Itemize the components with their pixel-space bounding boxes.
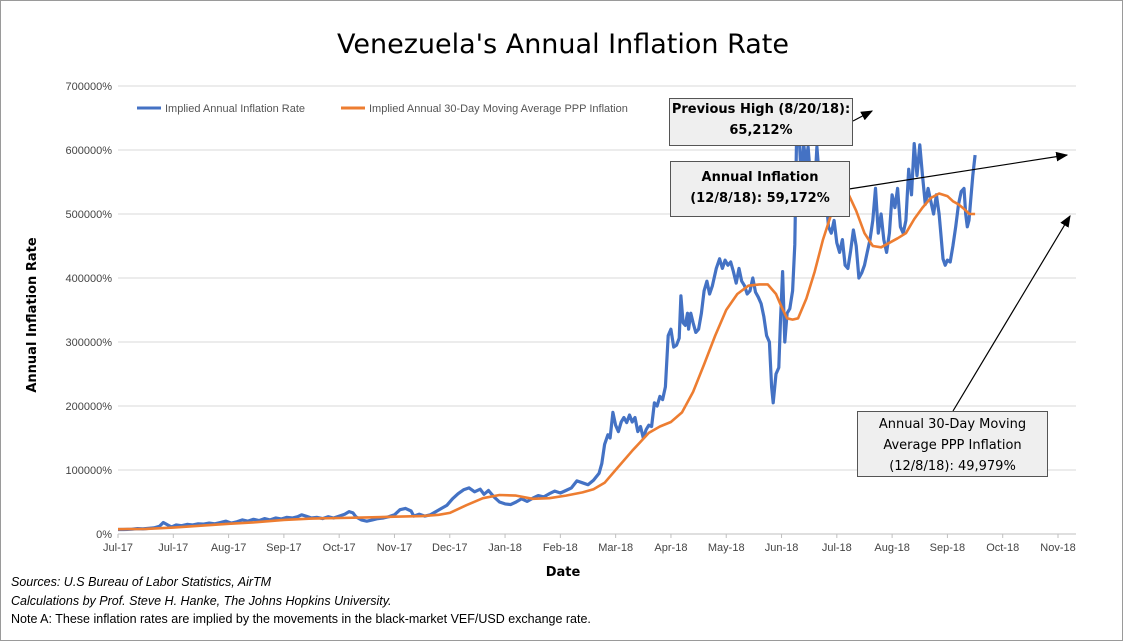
series-group: [117, 110, 977, 532]
chart-title: Venezuela's Annual Inflation Rate: [337, 29, 789, 60]
x-tick-label: Apr-18: [654, 542, 687, 554]
annotation-annual-inflation-line1: Annual Inflation: [701, 170, 819, 185]
x-tick-label: Feb-18: [543, 542, 578, 554]
x-axis-ticks: Jul-17 Jul-17 Aug-17 Sep-17 Oct-17 Nov-17 Dec-…: [103, 534, 1076, 554]
legend: Implied Annual Inflation Rate Implied An…: [137, 103, 628, 115]
annotation-previous-high: Previous High (8/20/18): 65,212%: [669, 98, 853, 146]
y-axis-label: Annual Inflation Rate: [25, 237, 40, 392]
annotation-moving-average-line2: Average PPP Inflation: [883, 438, 1022, 453]
x-tick-label: Oct-17: [323, 542, 356, 554]
annotation-arrows: [848, 110, 1071, 412]
x-tick-label: May-18: [708, 542, 745, 554]
legend-label-implied: Implied Annual Inflation Rate: [165, 103, 305, 115]
annotation-annual-inflation-line2: (12/8/18): 59,172%: [690, 191, 830, 206]
y-tick-label: 400000%: [66, 273, 113, 285]
x-tick-label: Nov-18: [1040, 542, 1075, 554]
annotation-moving-average: Annual 30-Day Moving Average PPP Inflati…: [857, 411, 1048, 477]
y-tick-label: 600000%: [66, 145, 113, 157]
footer-note: Note A: These inflation rates are implie…: [11, 612, 591, 626]
x-tick-label: Aug-18: [874, 542, 909, 554]
annotation-moving-average-line3: (12/8/18): 49,979%: [889, 459, 1016, 474]
footer-calculations: Calculations by Prof. Steve H. Hanke, Th…: [11, 594, 392, 608]
y-axis-ticks: 0% 100000% 200000% 300000% 400000% 500000% 600…: [66, 81, 113, 541]
x-tick-label: Nov-17: [377, 542, 412, 554]
x-tick-label: Sep-17: [266, 542, 301, 554]
series-line-moving-average: [117, 191, 976, 531]
legend-label-moving-average: Implied Annual 30-Day Moving Average PPP…: [369, 103, 628, 115]
annotation-previous-high-line2: 65,212%: [729, 123, 793, 138]
x-tick-label: Oct-18: [986, 542, 1019, 554]
series-line-implied: [118, 110, 977, 532]
y-tick-label: 700000%: [66, 81, 113, 93]
annotation-previous-high-line1: Previous High (8/20/18):: [671, 102, 851, 117]
x-tick-label: Jan-18: [488, 542, 522, 554]
y-tick-label: 300000%: [66, 337, 113, 349]
x-tick-label: Dec-17: [432, 542, 467, 554]
x-tick-label: Jun-18: [765, 542, 799, 554]
y-tick-label: 0%: [96, 529, 112, 541]
y-tick-label: 100000%: [66, 465, 113, 477]
grid-lines: [118, 85, 1076, 471]
x-tick-label: Mar-18: [598, 542, 633, 554]
annotation-moving-average-line1: Annual 30-Day Moving: [878, 417, 1027, 432]
arrow-moving-average: [952, 214, 1071, 412]
x-tick-label: Jul-17: [158, 542, 188, 554]
y-tick-label: 200000%: [66, 401, 113, 413]
y-tick-label: 500000%: [66, 209, 113, 221]
x-tick-label: Sep-18: [930, 542, 965, 554]
annotation-annual-inflation: Annual Inflation (12/8/18): 59,172%: [670, 161, 850, 217]
x-tick-label: Jul-17: [103, 542, 133, 554]
x-tick-label: Aug-17: [211, 542, 246, 554]
footer-sources: Sources: U.S Bureau of Labor Statistics,…: [11, 575, 272, 589]
x-axis-label: Date: [546, 565, 581, 580]
arrow-previous-high: [852, 110, 874, 122]
x-tick-label: Jul-18: [822, 542, 852, 554]
arrow-annual-inflation: [848, 151, 1069, 190]
